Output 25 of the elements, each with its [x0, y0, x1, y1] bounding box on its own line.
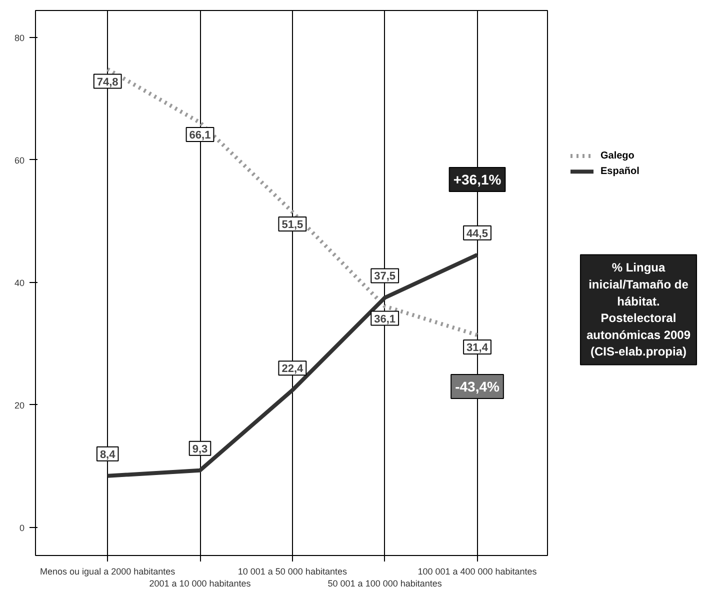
data-label: 36,1 [374, 313, 396, 326]
data-label: 8,4 [100, 448, 116, 461]
y-tick-label: 60 [14, 155, 25, 166]
legend-label: Galego [600, 150, 634, 162]
x-tick-label: 10 001 a 50 000 habitantes [238, 566, 348, 576]
data-label: 44,5 [466, 228, 488, 240]
y-tick-label: 40 [14, 278, 25, 288]
data-label: 66,1 [189, 130, 211, 142]
data-label: 9,3 [192, 443, 208, 456]
y-tick-label: 80 [14, 32, 25, 43]
x-tick-label: Menos ou igual a 2000 habitantes [40, 566, 176, 576]
x-tick-label: 2001 a 10 000 habitantes [149, 578, 252, 588]
data-label: 74,8 [96, 76, 118, 88]
annotation: -43,4% [455, 378, 500, 395]
y-tick-label: 20 [14, 400, 25, 410]
data-label: 37,5 [374, 270, 396, 283]
data-label: 31,4 [466, 342, 489, 354]
data-label: 22,4 [282, 363, 304, 376]
x-tick-label: 50 001 a 100 000 habitantes [328, 578, 442, 588]
data-label: 51,5 [282, 218, 304, 231]
y-tick-label: 0 [19, 522, 25, 533]
legend-label: Español [600, 166, 640, 178]
annotation: +36,1% [453, 171, 502, 188]
text: % Lingua inicial/Tamaño de hábitat. Postelectoral autonómicas 2009 (CIS-elab.propia) [586, 260, 691, 359]
x-tick-label: 100 001 a 400 000 habitantes [418, 566, 538, 576]
